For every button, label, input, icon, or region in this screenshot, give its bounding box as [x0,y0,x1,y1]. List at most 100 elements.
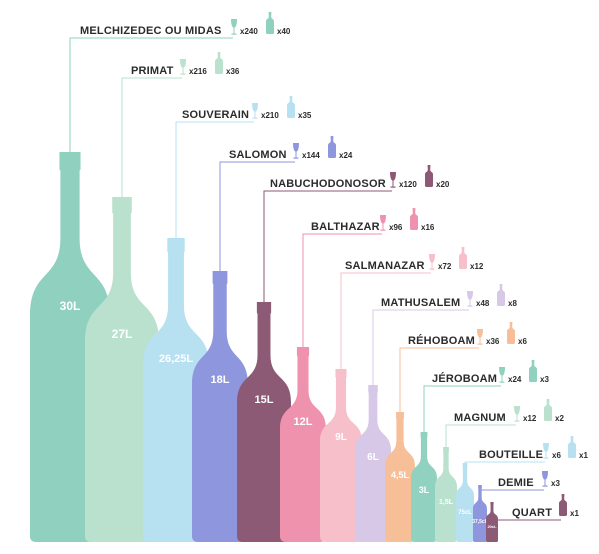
glass-count-rehoboam: x36 [486,337,500,346]
bottle-equivalence-salomon: x24 [339,151,353,160]
bottle-name-salmanazar: SALMANAZAR [345,260,425,272]
bottle-name-bouteille: BOUTEILLE [479,449,543,461]
wine-glass-icon [467,291,473,307]
bottle-equivalence-primat: x36 [226,67,240,76]
volume-label-jeroboam: 3L [419,485,430,495]
bottle-equivalence-quart: x1 [570,509,579,518]
volume-label-mathusalem: 6L [367,452,379,463]
connector-line-bouteille [464,461,545,466]
bottle-demie [473,485,487,542]
glass-count-mathusalem: x48 [476,299,490,308]
bottle-bouteille [456,463,474,542]
volume-label-nabuchodonosor: 15L [255,394,274,406]
connector-line-magnum [445,424,516,450]
volume-label-salomon: 18L [211,374,230,386]
glass-count-magnum: x12 [523,414,537,423]
bottle-name-magnum: MAGNUM [454,412,506,424]
bottle-rehoboam [385,412,415,542]
connector-line-balthazar [302,233,382,350]
connector-line-salomon [219,161,295,274]
mini-bottle-icon [425,165,433,187]
glass-count-jeroboam: x24 [508,375,522,384]
bottle-name-salomon: SALOMON [229,149,287,161]
bottle-name-balthazar: BALTHAZAR [311,221,380,233]
glass-count-salmanazar: x72 [438,262,452,271]
mini-bottle-icon [507,322,515,344]
bottle-magnum [435,447,457,542]
volume-label-bouteille: 75cL [458,510,472,516]
volume-label-balthazar: 12L [294,416,313,428]
volume-label-rehoboam: 4,5L [391,470,410,480]
glass-count-souverain: x210 [261,111,279,120]
glass-count-melchizedec-ou-midas: x240 [240,27,258,36]
mini-bottle-icon [328,136,336,158]
connector-line-salmanazar [340,272,431,372]
connector-line-melchizedec-ou-midas [69,37,233,155]
wine-glass-icon [380,215,386,231]
wine-glass-icon [231,19,237,35]
wine-glass-icon [543,443,549,459]
volume-label-melchizedec-ou-midas: 30L [60,299,81,313]
wine-glass-icon [514,406,520,422]
volume-label-primat: 27L [112,327,133,341]
bottle-name-demie: DEMIE [498,477,534,489]
bottle-equivalence-magnum: x2 [555,414,564,423]
mini-bottle-icon [529,360,537,382]
bottle-equivalence-rehoboam: x6 [518,337,527,346]
glass-count-bouteille: x6 [552,451,561,460]
bottle-equivalence-bouteille: x1 [579,451,588,460]
bottle-name-souverain: SOUVERAIN [182,109,249,121]
mini-bottle-icon [215,52,223,74]
mini-bottle-icon [410,208,418,230]
glass-count-nabuchodonosor: x120 [399,180,417,189]
bottle-balthazar [280,347,326,542]
mini-bottle-icon [459,247,467,269]
connector-line-primat [121,77,182,200]
bottle-equivalence-nabuchodonosor: x20 [436,180,450,189]
bottle-quart [486,502,498,542]
bottle-primat [85,197,159,542]
bottle-equivalence-melchizedec-ou-midas: x40 [277,27,291,36]
bottle-name-rehoboam: RÉHOBOAM [408,334,475,347]
bottle-equivalence-salmanazar: x12 [470,262,484,271]
bottle-name-melchizedec-ou-midas: MELCHIZEDEC OU MIDAS [80,25,222,37]
volume-label-salmanazar: 9L [335,432,347,443]
volume-label-magnum: 1,5L [439,499,454,506]
connector-line-souverain [175,121,254,241]
volume-label-quart: 20cL [487,524,497,529]
mini-bottle-icon [287,96,295,118]
bottle-equivalence-souverain: x35 [298,111,312,120]
bottle-name-nabuchodonosor: NABUCHODONOSOR [270,178,386,190]
connector-line-nabuchodonosor [263,190,392,305]
wine-glass-icon [542,471,548,487]
glass-count-balthazar: x96 [389,223,403,232]
wine-glass-icon [252,103,258,119]
glass-count-salomon: x144 [302,151,320,160]
bottle-equivalence-mathusalem: x8 [508,299,517,308]
glass-count-demie: x3 [551,479,560,488]
mini-bottle-icon [568,436,576,458]
mini-bottle-icon [497,284,505,306]
bottle-name-mathusalem: MATHUSALEM [381,297,460,309]
bottle-salomon [192,271,248,542]
mini-bottle-icon [266,12,274,34]
wine-glass-icon [180,59,186,75]
wine-glass-icon [293,143,299,159]
bottle-name-quart: QUART [512,507,552,519]
bottle-name-jeroboam: JÉROBOAM [432,372,497,385]
bottle-jeroboam [411,432,437,542]
wine-glass-icon [390,172,396,188]
bottle-mathusalem [355,385,391,542]
connector-line-mathusalem [372,309,469,388]
volume-label-demie: 37,5cL [472,519,488,525]
bottle-name-primat: PRIMAT [131,65,174,77]
bottle-equivalence-balthazar: x16 [421,223,435,232]
volume-label-souverain: 26,25L [159,353,194,365]
wine-glass-icon [429,254,435,270]
wine-glass-icon [499,367,505,383]
bottle-salmanazar [320,369,362,542]
bottle-equivalence-jeroboam: x3 [540,375,549,384]
connector-line-jeroboam [423,385,501,435]
wine-glass-icon [477,329,483,345]
